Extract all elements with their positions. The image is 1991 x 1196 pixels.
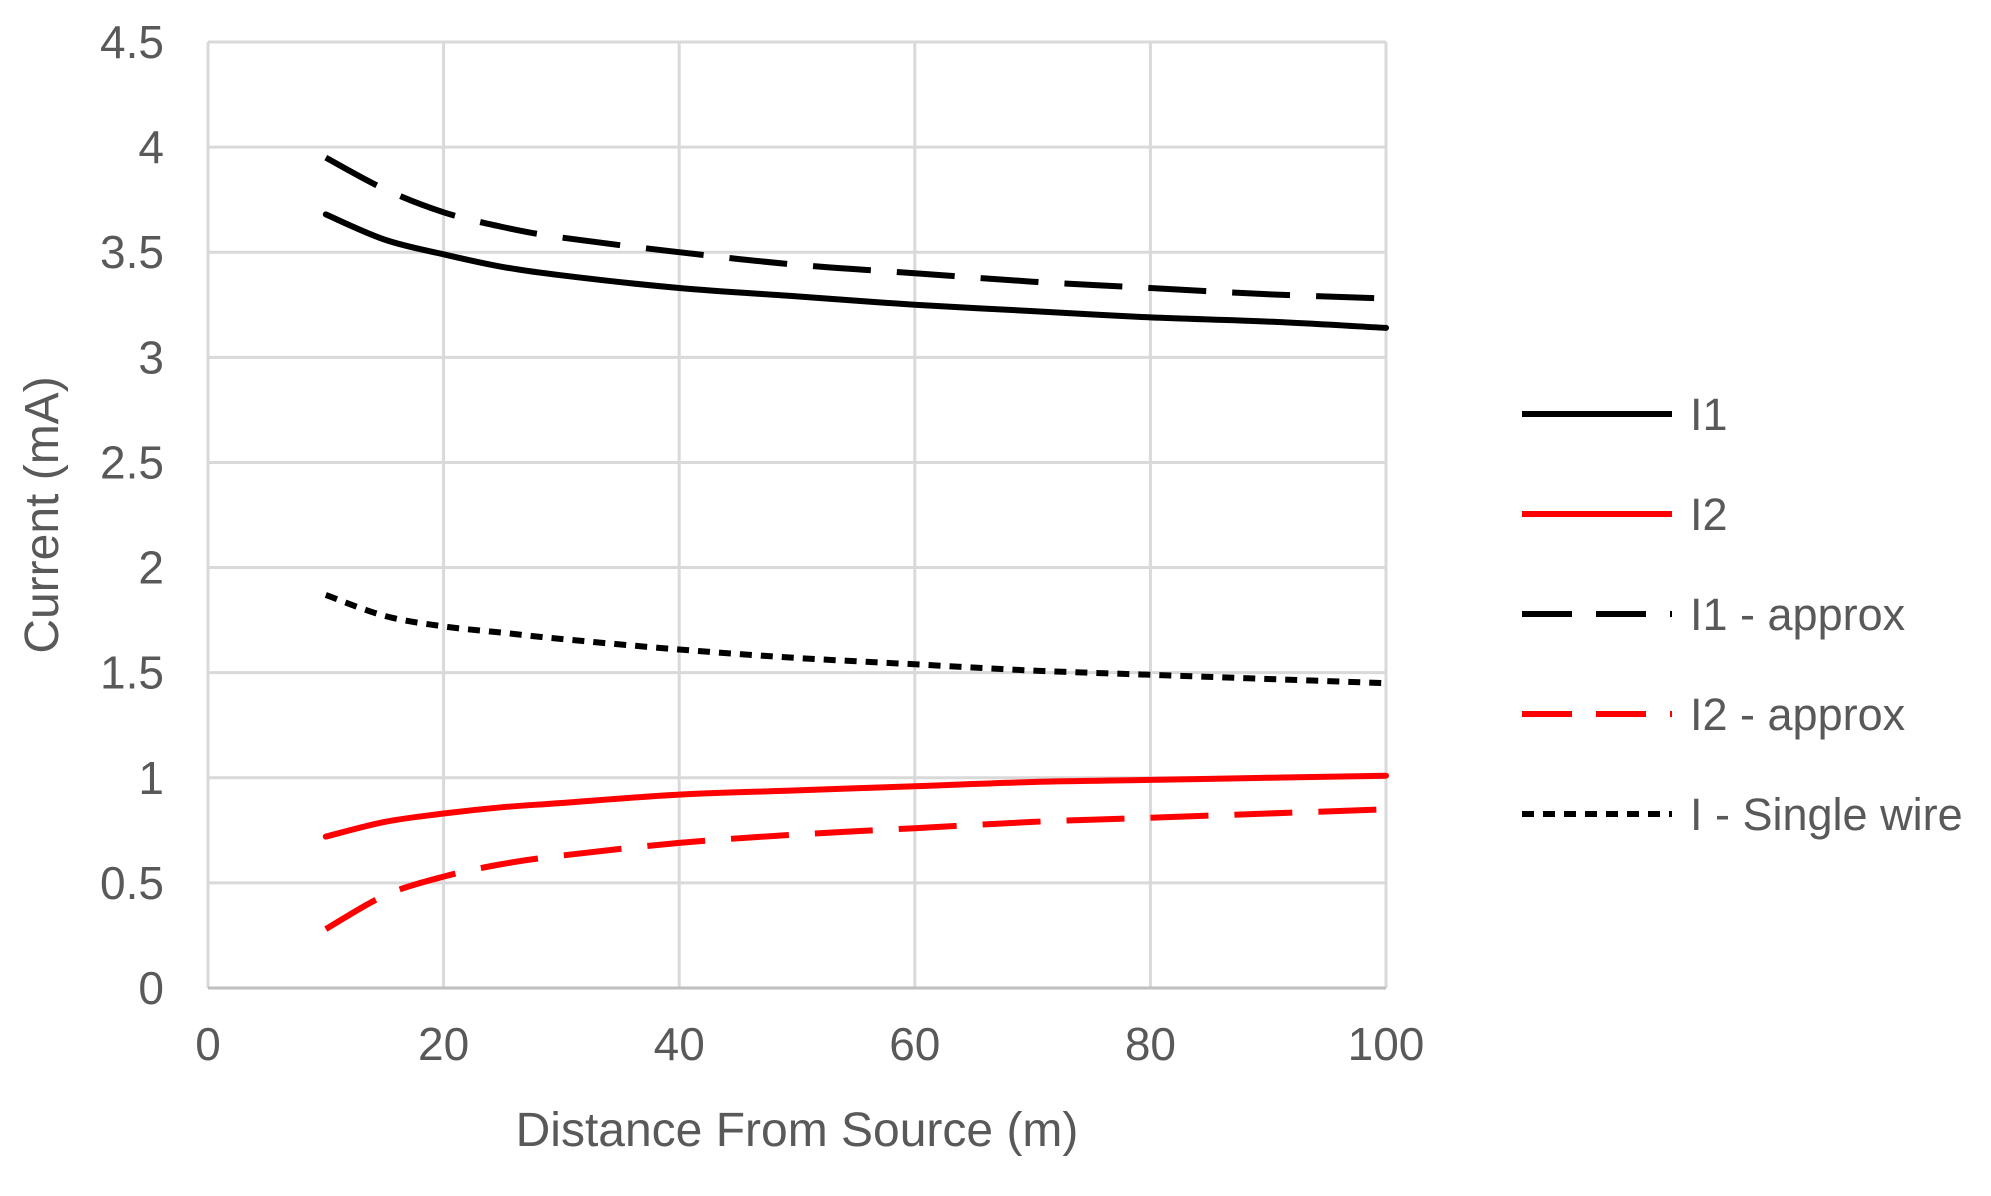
legend-label-i1: I1 — [1690, 389, 1728, 440]
y-tick-label: 4 — [138, 121, 164, 173]
y-tick-label: 4.5 — [100, 16, 164, 68]
legend-label-i2-approx: I2 - approx — [1690, 689, 1906, 740]
y-tick-label: 3.5 — [100, 226, 164, 278]
y-tick-label: 0.5 — [100, 857, 164, 909]
x-tick-label: 80 — [1125, 1018, 1176, 1070]
series-line-i2 — [322, 772, 1389, 840]
x-tick-label: 60 — [889, 1018, 940, 1070]
legend-label-i1-approx: I1 - approx — [1690, 589, 1906, 640]
plot-axes — [206, 42, 1386, 990]
y-tick-label: 2 — [138, 542, 164, 594]
legend: I1 I2 I1 - approx I2 - approx I - Single wir… — [1522, 389, 1963, 840]
series-line-i1 — [322, 211, 1389, 331]
series-line-i-single-wire — [324, 592, 1387, 687]
y-tick-label: 2.5 — [100, 436, 164, 488]
x-tick-label: 20 — [418, 1018, 469, 1070]
y-tick-label: 1 — [138, 752, 164, 804]
y-tick-label: 1.5 — [100, 647, 164, 699]
series-lines — [322, 154, 1389, 932]
legend-label-i2: I2 — [1690, 489, 1728, 540]
x-tick-label: 40 — [654, 1018, 705, 1070]
legend-label-i-single-wire: I - Single wire — [1690, 789, 1963, 840]
y-tick-label: 3 — [138, 331, 164, 383]
y-axis-title: Current (mA) — [16, 376, 69, 653]
tick-labels: 0 0.5 1 1.5 2 2.5 3 3.5 4 4.5 0 20 40 60 80 100 — [100, 16, 1424, 1070]
x-tick-label: 100 — [1348, 1018, 1425, 1070]
x-tick-label: 0 — [195, 1018, 221, 1070]
x-axis-title: Distance From Source (m) — [516, 1104, 1079, 1157]
series-line-i1-approx — [324, 154, 1387, 302]
y-tick-label: 0 — [138, 962, 164, 1014]
series-line-i2-approx — [324, 806, 1387, 932]
gridlines — [208, 40, 1388, 988]
